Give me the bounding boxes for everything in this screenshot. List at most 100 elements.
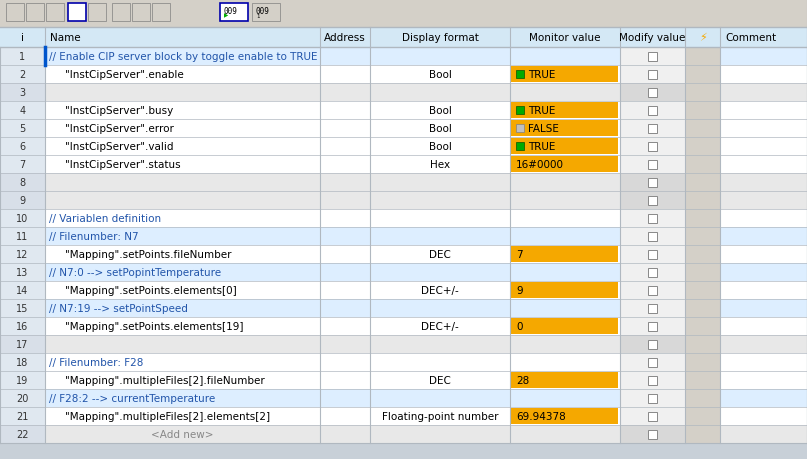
Text: 11: 11 <box>16 231 28 241</box>
Bar <box>220 4 248 22</box>
Bar <box>6 4 24 22</box>
Bar <box>648 178 657 187</box>
Bar <box>685 84 720 102</box>
Bar <box>0 102 45 120</box>
Bar <box>370 317 510 335</box>
Text: i: i <box>21 33 24 43</box>
Text: 22: 22 <box>16 429 29 439</box>
Text: // Filenumber: F28: // Filenumber: F28 <box>49 357 144 367</box>
Bar <box>720 299 807 317</box>
Bar <box>370 138 510 156</box>
Bar <box>510 281 620 299</box>
Bar <box>511 121 618 137</box>
Text: // N7:0 --> setPopintTemperature: // N7:0 --> setPopintTemperature <box>49 268 221 277</box>
Bar <box>511 408 618 424</box>
Bar <box>620 84 685 102</box>
Bar <box>648 250 657 259</box>
Bar <box>648 70 657 79</box>
Bar <box>320 156 370 174</box>
Bar <box>720 246 807 263</box>
Bar <box>620 191 685 210</box>
Bar <box>45 120 320 138</box>
Bar <box>685 407 720 425</box>
Bar <box>720 281 807 299</box>
Bar <box>320 246 370 263</box>
Bar <box>685 48 720 66</box>
Text: DEC: DEC <box>429 375 451 385</box>
Bar <box>45 389 320 407</box>
Bar <box>685 228 720 246</box>
Bar <box>510 353 620 371</box>
Bar <box>648 160 657 169</box>
Bar <box>320 66 370 84</box>
Bar <box>45 407 320 425</box>
Bar <box>45 335 320 353</box>
Bar <box>620 102 685 120</box>
Bar <box>0 28 807 48</box>
Bar <box>648 375 657 385</box>
Bar <box>685 102 720 120</box>
Bar <box>510 174 620 191</box>
Text: Bool: Bool <box>429 70 451 80</box>
Bar <box>0 246 45 263</box>
Bar <box>620 48 685 66</box>
Text: 16: 16 <box>16 321 28 331</box>
Bar <box>720 228 807 246</box>
Bar <box>720 156 807 174</box>
Text: 009: 009 <box>224 6 238 16</box>
Text: ⚡: ⚡ <box>699 33 706 43</box>
Bar <box>320 389 370 407</box>
Bar <box>370 66 510 84</box>
Bar <box>370 263 510 281</box>
Bar <box>370 299 510 317</box>
Text: TRUE: TRUE <box>528 106 555 116</box>
Bar <box>46 4 64 22</box>
Bar <box>0 389 45 407</box>
Text: 15: 15 <box>16 303 29 313</box>
Bar <box>45 371 320 389</box>
Bar <box>620 120 685 138</box>
Bar <box>685 353 720 371</box>
Bar <box>45 48 320 66</box>
Bar <box>620 210 685 228</box>
Bar <box>510 191 620 210</box>
Bar <box>320 425 370 443</box>
Bar <box>685 317 720 335</box>
Bar <box>510 120 620 138</box>
Text: // Filenumber: N7: // Filenumber: N7 <box>49 231 139 241</box>
Bar <box>320 210 370 228</box>
Bar <box>510 138 620 156</box>
Bar <box>510 102 620 120</box>
Bar <box>648 106 657 115</box>
Text: "InstCipServer".busy: "InstCipServer".busy <box>65 106 174 116</box>
Bar <box>370 228 510 246</box>
Bar <box>370 246 510 263</box>
Text: "Mapping".multipleFiles[2].elements[2]: "Mapping".multipleFiles[2].elements[2] <box>65 411 270 421</box>
Bar <box>685 263 720 281</box>
Bar <box>648 142 657 151</box>
Bar <box>0 371 45 389</box>
Bar <box>68 4 86 22</box>
Text: Name: Name <box>50 33 81 43</box>
Bar <box>648 394 657 403</box>
Bar <box>516 107 524 115</box>
Bar <box>620 335 685 353</box>
Bar <box>620 156 685 174</box>
Bar <box>45 353 320 371</box>
Text: // Enable CIP server block by toggle enable to TRUE: // Enable CIP server block by toggle ena… <box>49 52 317 62</box>
Bar <box>45 102 320 120</box>
Text: Modify value: Modify value <box>619 33 686 43</box>
Bar <box>685 120 720 138</box>
Bar <box>511 246 618 263</box>
Text: 8: 8 <box>19 178 26 188</box>
Bar <box>510 210 620 228</box>
Bar <box>45 156 320 174</box>
Bar <box>0 210 45 228</box>
Bar <box>511 103 618 119</box>
Bar <box>510 317 620 335</box>
Bar <box>720 120 807 138</box>
Bar <box>0 120 45 138</box>
Text: // N7:19 --> setPointSpeed: // N7:19 --> setPointSpeed <box>49 303 188 313</box>
Bar <box>152 4 170 22</box>
Text: DEC: DEC <box>429 249 451 259</box>
